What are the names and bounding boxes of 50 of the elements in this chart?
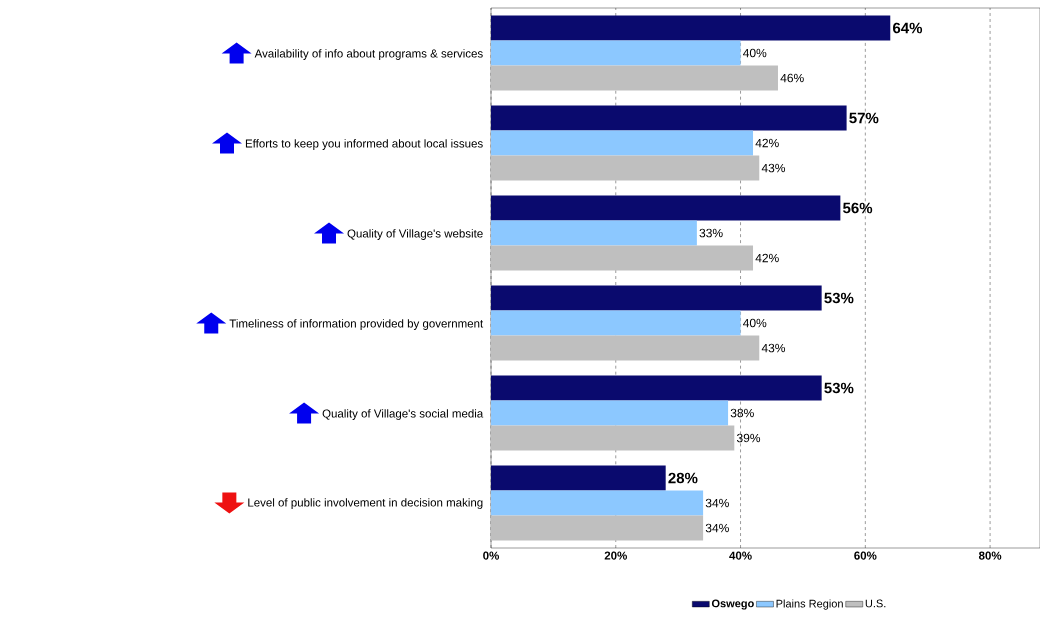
bar [491,335,760,361]
bar [491,40,741,66]
bar [491,155,760,181]
data-label: 56% [843,202,873,214]
bar [491,400,729,426]
bar [491,285,822,311]
legend-label: Oswego [711,599,754,610]
data-label: 53% [824,292,854,304]
bar [491,425,735,451]
bar [491,515,704,541]
y-tick-label: Quality of Village's social media [322,409,484,420]
bar [491,220,697,246]
y-tick-label: Timeliness of information provided by government [229,319,484,330]
x-tick-label: 60% [854,551,877,560]
data-label: 42% [755,253,779,263]
legend-label: Plains Region [776,599,843,610]
bar [491,490,704,516]
y-tick-label: Efforts to keep you informed about local issues [245,139,483,150]
data-label: 34% [705,498,729,508]
legend-label: U.S. [865,599,886,608]
data-label: 46% [780,73,804,83]
x-tick-label: 20% [604,551,627,560]
data-label: 33% [699,228,723,238]
x-tick-label: 40% [729,551,752,560]
data-label: 28% [668,472,698,484]
bar [491,105,847,131]
data-label: 40% [743,318,767,328]
bar [491,15,891,41]
bar [491,65,778,91]
data-label: 57% [849,112,879,124]
bar [491,130,754,156]
data-label: 34% [705,523,729,533]
data-label: 42% [755,138,779,148]
x-tick-label: 0% [483,551,500,560]
y-tick-label: Availability of info about programs & services [254,49,483,60]
data-label: 38% [730,408,754,418]
bar [491,245,754,271]
y-tick-label: Quality of Village's website [347,229,483,240]
bar [491,195,841,221]
y-tick-label: Level of public involvement in decision making [248,498,483,509]
bar [491,310,741,336]
data-label: 64% [893,22,923,34]
bar [491,465,666,491]
data-label: 43% [761,163,786,173]
data-label: 43% [761,343,786,353]
x-tick-label: 80% [978,551,1002,560]
data-label: 40% [743,48,767,58]
bar [491,375,822,401]
data-label: 39% [736,433,761,443]
data-label: 53% [824,382,854,394]
